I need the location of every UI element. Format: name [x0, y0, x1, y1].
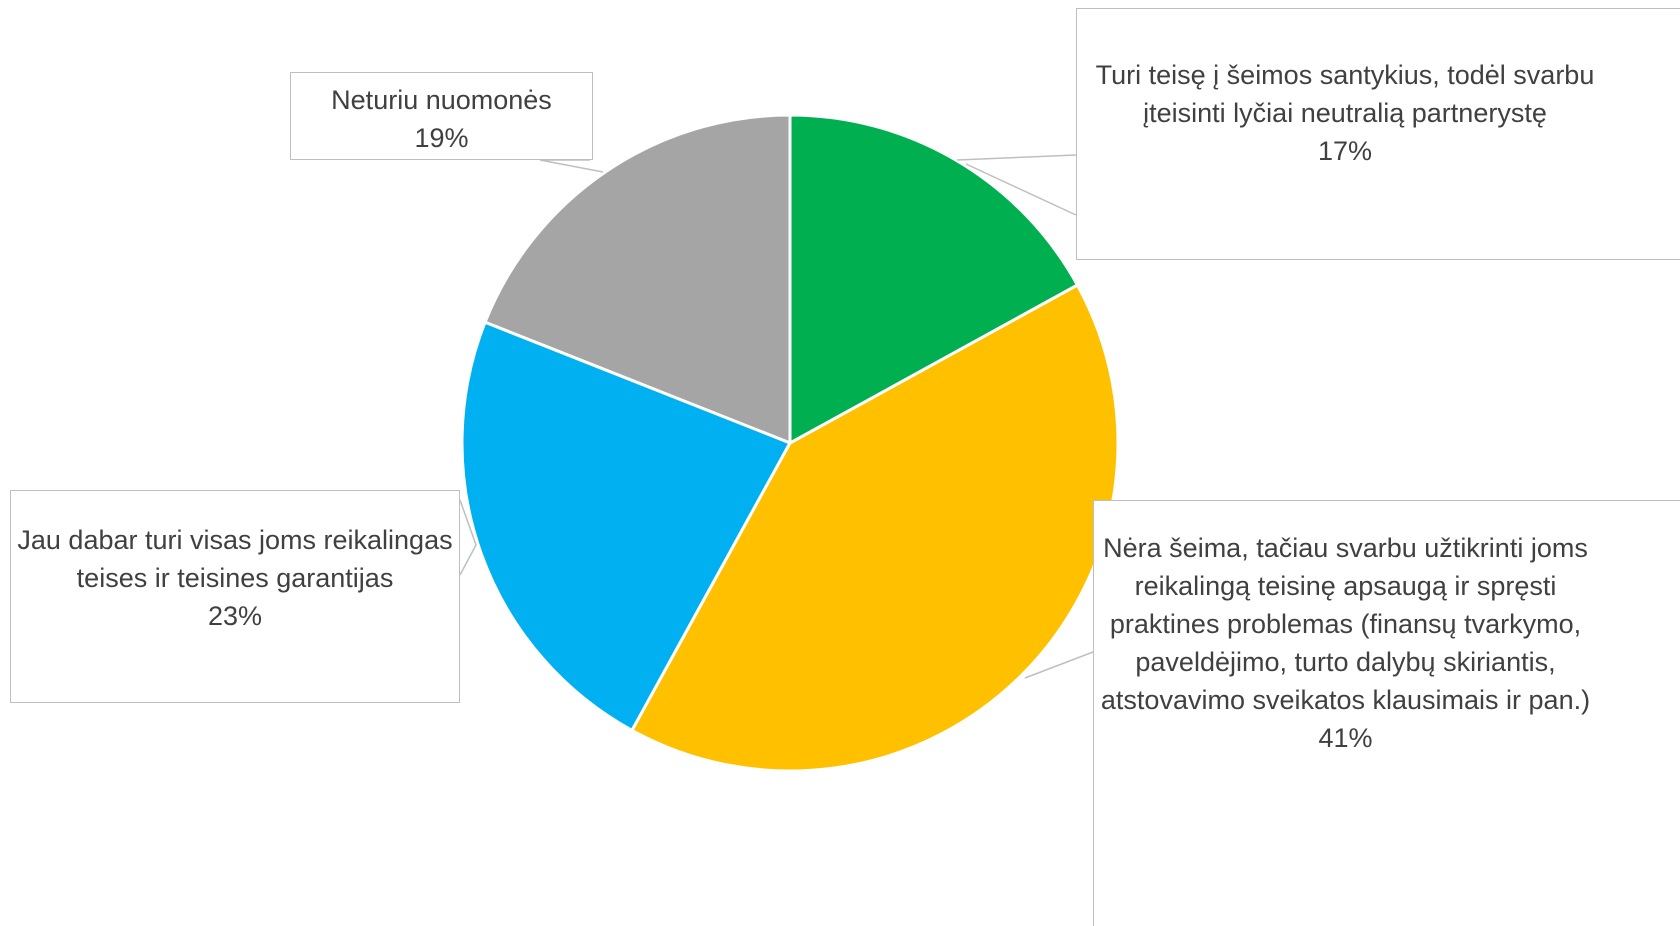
- value-label: 19%: [414, 123, 469, 153]
- label-box: [290, 72, 593, 160]
- label-box: [1076, 8, 1680, 260]
- data-label: Nėra šeima, tačiau svarbu užtikrinti jom…: [1093, 529, 1598, 757]
- category-label: Jau dabar turi visas joms reikalingas te…: [17, 525, 453, 593]
- leader-line: [965, 163, 1077, 216]
- category-label: Neturiu nuomonės: [331, 85, 552, 115]
- leader-line: [459, 499, 477, 576]
- category-label: Nėra šeima, tačiau svarbu užtikrinti jom…: [1100, 533, 1591, 715]
- value-label: 41%: [1318, 723, 1373, 753]
- label-box: [10, 490, 460, 703]
- leader-line: [539, 159, 604, 173]
- pie-slice: [460, 320, 793, 733]
- pie-slice: [788, 113, 1080, 446]
- pie-slice: [483, 113, 792, 446]
- leader-lines: [459, 154, 1094, 679]
- leader-line: [1024, 651, 1094, 679]
- value-label: 23%: [207, 601, 263, 631]
- category-label: Turi teisę į šeimos santykius, todėl sva…: [1095, 60, 1595, 128]
- data-label: Neturiu nuomonės 19%: [290, 81, 593, 157]
- data-label: Jau dabar turi visas joms reikalingas te…: [12, 521, 458, 635]
- label-box: [1093, 500, 1680, 926]
- pie-slice: [629, 282, 1120, 773]
- data-label: Turi teisę į šeimos santykius, todėl sva…: [1095, 56, 1595, 170]
- value-label: 17%: [1317, 136, 1373, 166]
- leader-line: [956, 154, 1077, 161]
